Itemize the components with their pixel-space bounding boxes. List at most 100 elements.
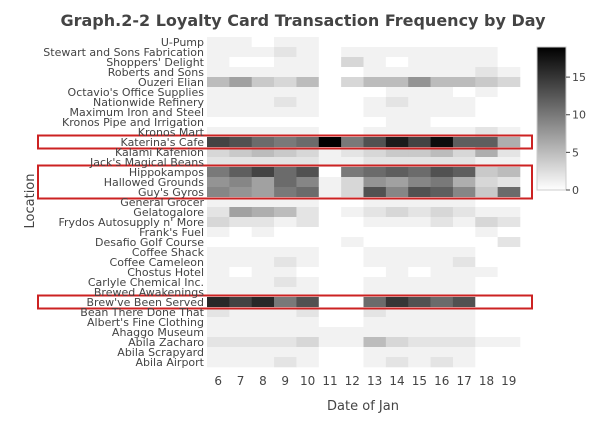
heatmap-cell	[274, 187, 297, 198]
heatmap-cell	[296, 127, 320, 138]
heatmap-cell	[318, 267, 342, 278]
heatmap-cell	[452, 207, 476, 218]
heatmap-cell	[363, 37, 387, 48]
heatmap-cell	[318, 37, 342, 48]
heatmap-cell	[251, 337, 275, 348]
heatmap-cell	[475, 127, 498, 138]
heatmap-cell	[341, 177, 364, 188]
heatmap-cell	[296, 77, 320, 88]
heatmap-cell	[274, 237, 297, 248]
heatmap-cell	[318, 317, 342, 328]
heatmap-cell	[430, 267, 454, 278]
heatmap-cell	[408, 107, 431, 118]
y-tick-label: Kalami Kafenion	[115, 146, 204, 159]
y-tick-label: Stewart and Sons Fabrication	[43, 46, 204, 59]
heatmap-cell	[452, 217, 476, 228]
heatmap-cell	[452, 187, 476, 198]
heatmap-cell	[318, 357, 342, 368]
heatmap-cell	[296, 237, 320, 248]
heatmap-cell	[408, 197, 431, 208]
heatmap-cell	[318, 67, 342, 78]
y-tick-label: Jack's Magical Beans	[89, 156, 204, 169]
heatmap-cell	[363, 357, 387, 368]
heatmap-cell	[274, 267, 297, 278]
heatmap-cell	[318, 97, 342, 108]
heatmap-cell	[408, 347, 431, 358]
heatmap-cell	[430, 87, 454, 98]
heatmap-cell	[207, 267, 230, 278]
heatmap-cell	[318, 87, 342, 98]
heatmap-cell	[274, 327, 297, 338]
heatmap-cell	[475, 37, 498, 48]
heatmap-cell	[430, 77, 454, 88]
heatmap-cell	[385, 97, 409, 108]
heatmap-cell	[207, 227, 230, 238]
heatmap-cell	[430, 297, 454, 308]
heatmap-cell	[475, 267, 498, 278]
heatmap-cell	[274, 257, 297, 268]
heatmap-cell	[274, 117, 297, 128]
heatmap-cell	[229, 237, 253, 248]
heatmap-cell	[207, 317, 230, 328]
heatmap-cell	[251, 197, 275, 208]
heatmap-cell	[497, 97, 521, 108]
heatmap-cell	[497, 47, 521, 58]
heatmap-cell	[207, 37, 230, 48]
y-tick-label: Brew've Been Served	[87, 296, 204, 309]
heatmap-cell	[229, 257, 253, 268]
heatmap-cell	[207, 67, 230, 78]
heatmap-cell	[207, 147, 230, 158]
heatmap-cell	[497, 217, 521, 228]
heatmap-cell	[385, 177, 409, 188]
heatmap-cell	[363, 227, 387, 238]
heatmap-cell	[475, 117, 498, 128]
heatmap-cell	[385, 87, 409, 98]
heatmap-cell	[452, 47, 476, 58]
heatmap-cell	[475, 257, 498, 268]
heatmap-cell	[229, 57, 253, 68]
heatmap-cell	[497, 287, 521, 298]
heatmap-cell	[341, 107, 364, 118]
heatmap-cell	[497, 107, 521, 118]
heatmap-cell	[207, 357, 230, 368]
heatmap-cell	[452, 177, 476, 188]
heatmap-cell	[497, 177, 521, 188]
heatmap-cell	[497, 267, 521, 278]
heatmap-cell	[363, 247, 387, 258]
heatmap-cell	[452, 147, 476, 158]
heatmap-cell	[430, 257, 454, 268]
x-tick-label: 16	[434, 374, 449, 388]
heatmap-cell	[341, 97, 364, 108]
x-tick-label: 19	[501, 374, 516, 388]
y-tick-label: Gelatogalore	[133, 206, 204, 219]
heatmap-cell	[385, 317, 409, 328]
heatmap-cell	[497, 37, 521, 48]
heatmap-cell	[229, 97, 253, 108]
heatmap-cell	[341, 207, 364, 218]
heatmap-cell	[229, 147, 253, 158]
heatmap-cell	[475, 67, 498, 78]
heatmap-cell	[363, 87, 387, 98]
heatmap-cell	[207, 187, 230, 198]
heatmap-cell	[452, 57, 476, 68]
heatmap-cell	[318, 77, 342, 88]
heatmap-cell	[251, 77, 275, 88]
chart-title: Graph.2-2 Loyalty Card Transaction Frequ…	[60, 11, 546, 30]
heatmap-cell	[408, 227, 431, 238]
heatmap-cells	[207, 37, 521, 368]
heatmap-cell	[318, 107, 342, 118]
heatmap-cell	[318, 347, 342, 358]
heatmap-cell	[430, 147, 454, 158]
heatmap-cell	[274, 207, 297, 218]
heatmap-cell	[274, 277, 297, 288]
heatmap-cell	[251, 207, 275, 218]
heatmap-cell	[475, 317, 498, 328]
heatmap-cell	[475, 217, 498, 228]
heatmap-cell	[207, 117, 230, 128]
heatmap-cell	[251, 217, 275, 228]
heatmap-cell	[318, 57, 342, 68]
heatmap-cell	[408, 57, 431, 68]
heatmap-cell	[475, 327, 498, 338]
heatmap-cell	[408, 187, 431, 198]
